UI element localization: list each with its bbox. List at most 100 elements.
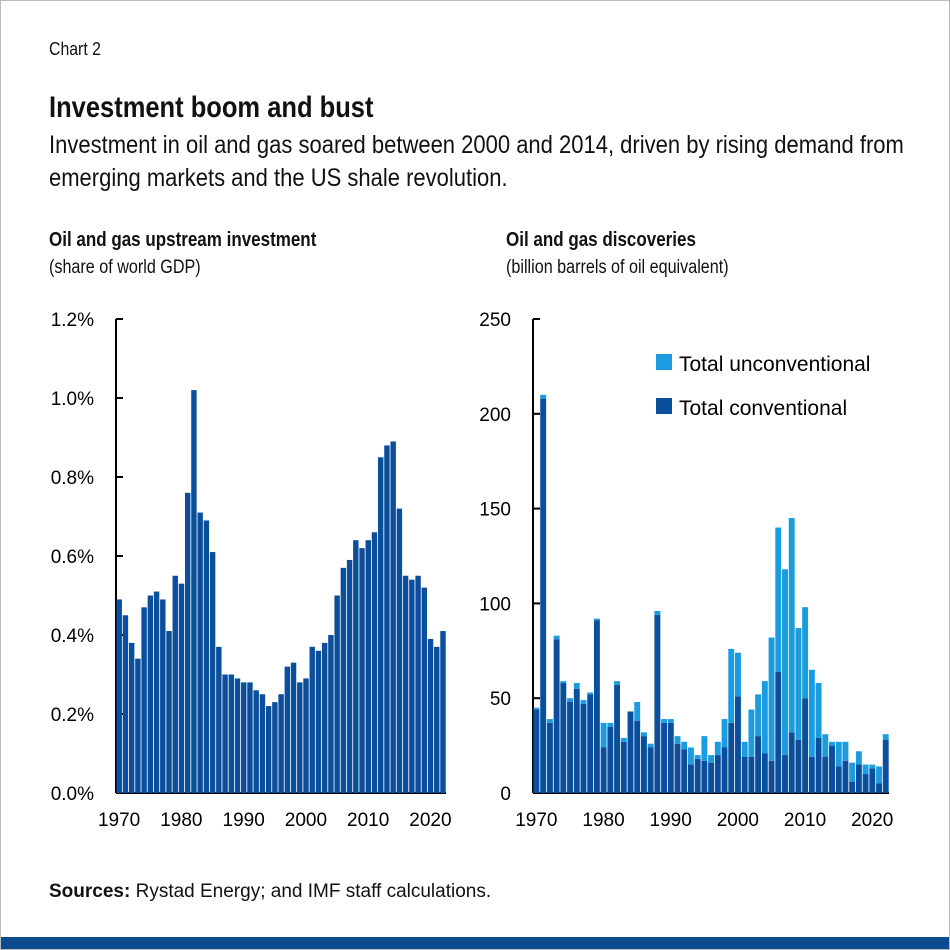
right-conventional-bar-1976	[573, 688, 580, 793]
left-chart-subtitle: (share of world GDP)	[49, 257, 201, 278]
right-conventional-bar-1984	[627, 711, 634, 793]
right-conventional-bar-1991	[674, 743, 681, 793]
chart-label: Chart 2	[49, 39, 101, 59]
right-x-tick-label: 2020	[851, 810, 893, 831]
right-unconventional-bar-1987	[647, 743, 654, 748]
left-bar-1999	[297, 682, 303, 793]
right-unconventional-bar-1972	[546, 719, 553, 723]
right-x-tick-label: 1990	[650, 810, 692, 831]
left-x-tick-label: 1970	[98, 810, 140, 831]
left-bar-1976	[153, 591, 160, 793]
right-conventional-bar-1983	[620, 741, 627, 793]
right-y-tick-label: 100	[479, 594, 511, 615]
right-conventional-bar-2000	[735, 696, 741, 793]
left-bar-2006	[340, 567, 347, 793]
right-conventional-bar-1992	[681, 749, 688, 793]
right-unconventional-bar-1974	[560, 681, 567, 684]
right-unconventional-bar-2002	[748, 709, 755, 757]
right-unconventional-bar-1994	[694, 755, 701, 759]
right-conventional-bar-1988	[654, 614, 661, 793]
source-label: Sources:	[49, 881, 131, 902]
right-unconventional-bar-2017	[849, 762, 856, 782]
right-conventional-bar-1996	[708, 762, 715, 793]
left-bar-1997	[284, 666, 291, 793]
left-bar-1993	[259, 694, 266, 793]
right-chart-title: Oil and gas discoveries	[506, 229, 696, 251]
left-bar-1987	[222, 674, 228, 793]
left-bar-1992	[253, 690, 259, 793]
right-unconventional-bar-2000	[735, 652, 741, 697]
left-bar-2020	[427, 638, 434, 793]
right-conventional-bar-2006	[775, 671, 782, 793]
right-unconventional-bar-1978	[587, 692, 594, 695]
left-bar-2013	[384, 445, 390, 793]
right-unconventional-bar-1997	[714, 741, 721, 756]
right-unconventional-bar-2022	[882, 734, 889, 740]
right-conventional-bar-1978	[587, 694, 594, 793]
right-conventional-bar-2014	[829, 745, 835, 793]
left-bar-2003	[321, 642, 328, 793]
left-bar-2012	[378, 457, 384, 793]
right-conventional-bar-1979	[593, 620, 600, 793]
right-x-tick-label: 2010	[784, 810, 826, 831]
left-x-tick-label: 2000	[285, 810, 327, 831]
source-text: Rystad Energy; and IMF staff calculation…	[130, 881, 492, 902]
left-bar-1982	[191, 390, 197, 793]
right-conventional-bar-1993	[687, 764, 694, 793]
right-y-tick-label: 150	[479, 500, 511, 521]
left-x-tick-label: 1980	[160, 810, 202, 831]
legend-conventional-swatch	[656, 398, 672, 414]
left-bar-1974	[141, 607, 147, 793]
left-bar-2002	[315, 650, 322, 793]
page-title: Investment boom and bust	[49, 91, 374, 124]
right-unconventional-bar-1996	[708, 755, 715, 763]
right-conventional-bar-2012	[815, 738, 822, 793]
right-conventional-bar-2005	[768, 760, 775, 793]
right-unconventional-bar-2012	[815, 683, 822, 739]
right-conventional-bar-1987	[647, 747, 654, 793]
left-bar-2022	[440, 631, 446, 793]
left-bar-2008	[353, 540, 359, 793]
right-unconventional-bar-2020	[869, 764, 876, 769]
right-conventional-bar-2022	[882, 739, 889, 793]
right-conventional-bar-1981	[607, 726, 614, 793]
right-unconventional-bar-1999	[728, 648, 735, 723]
right-conventional-bar-2017	[849, 781, 856, 793]
left-x-tick-label: 2020	[409, 810, 451, 831]
legend-unconventional-label: Total unconventional	[679, 353, 870, 376]
right-y-tick-label: 200	[479, 405, 511, 426]
left-y-tick-label: 0.8%	[51, 468, 94, 489]
source-note: Sources: Rystad Energy; and IMF staff ca…	[49, 881, 491, 903]
left-bar-2016	[402, 575, 409, 793]
left-y-tick-label: 0.2%	[51, 705, 94, 726]
right-conventional-bar-1997	[714, 755, 721, 793]
right-unconventional-bar-1975	[567, 698, 574, 702]
left-bar-1977	[160, 599, 166, 793]
right-conventional-bar-2001	[741, 756, 748, 793]
left-bar-2018	[415, 575, 421, 793]
right-conventional-bar-1990	[667, 722, 674, 793]
left-y-tick-label: 1.0%	[51, 389, 94, 410]
right-x-tick-label: 2000	[717, 810, 759, 831]
right-conventional-bar-1999	[728, 722, 735, 793]
right-unconventional-bar-2021	[876, 766, 882, 784]
left-bar-1975	[147, 595, 154, 793]
right-conventional-bar-2002	[748, 756, 755, 793]
right-unconventional-bar-2013	[822, 734, 829, 757]
right-unconventional-bar-1982	[614, 681, 621, 685]
right-unconventional-bar-1980	[600, 722, 607, 748]
right-unconventional-bar-2006	[775, 527, 782, 672]
left-bar-1981	[184, 492, 191, 793]
right-unconventional-bar-2019	[862, 764, 869, 775]
right-conventional-bar-1998	[721, 747, 728, 793]
left-bar-1986	[216, 646, 222, 793]
right-conventional-bar-1995	[701, 760, 708, 793]
right-unconventional-bar-1991	[674, 736, 681, 744]
left-bar-1971	[122, 615, 129, 793]
right-conventional-bar-1980	[600, 747, 607, 793]
left-x-tick-label: 2010	[347, 810, 389, 831]
right-unconventional-bar-2005	[768, 637, 775, 761]
left-bar-1980	[178, 583, 185, 793]
right-y-tick-label: 0	[500, 784, 511, 805]
